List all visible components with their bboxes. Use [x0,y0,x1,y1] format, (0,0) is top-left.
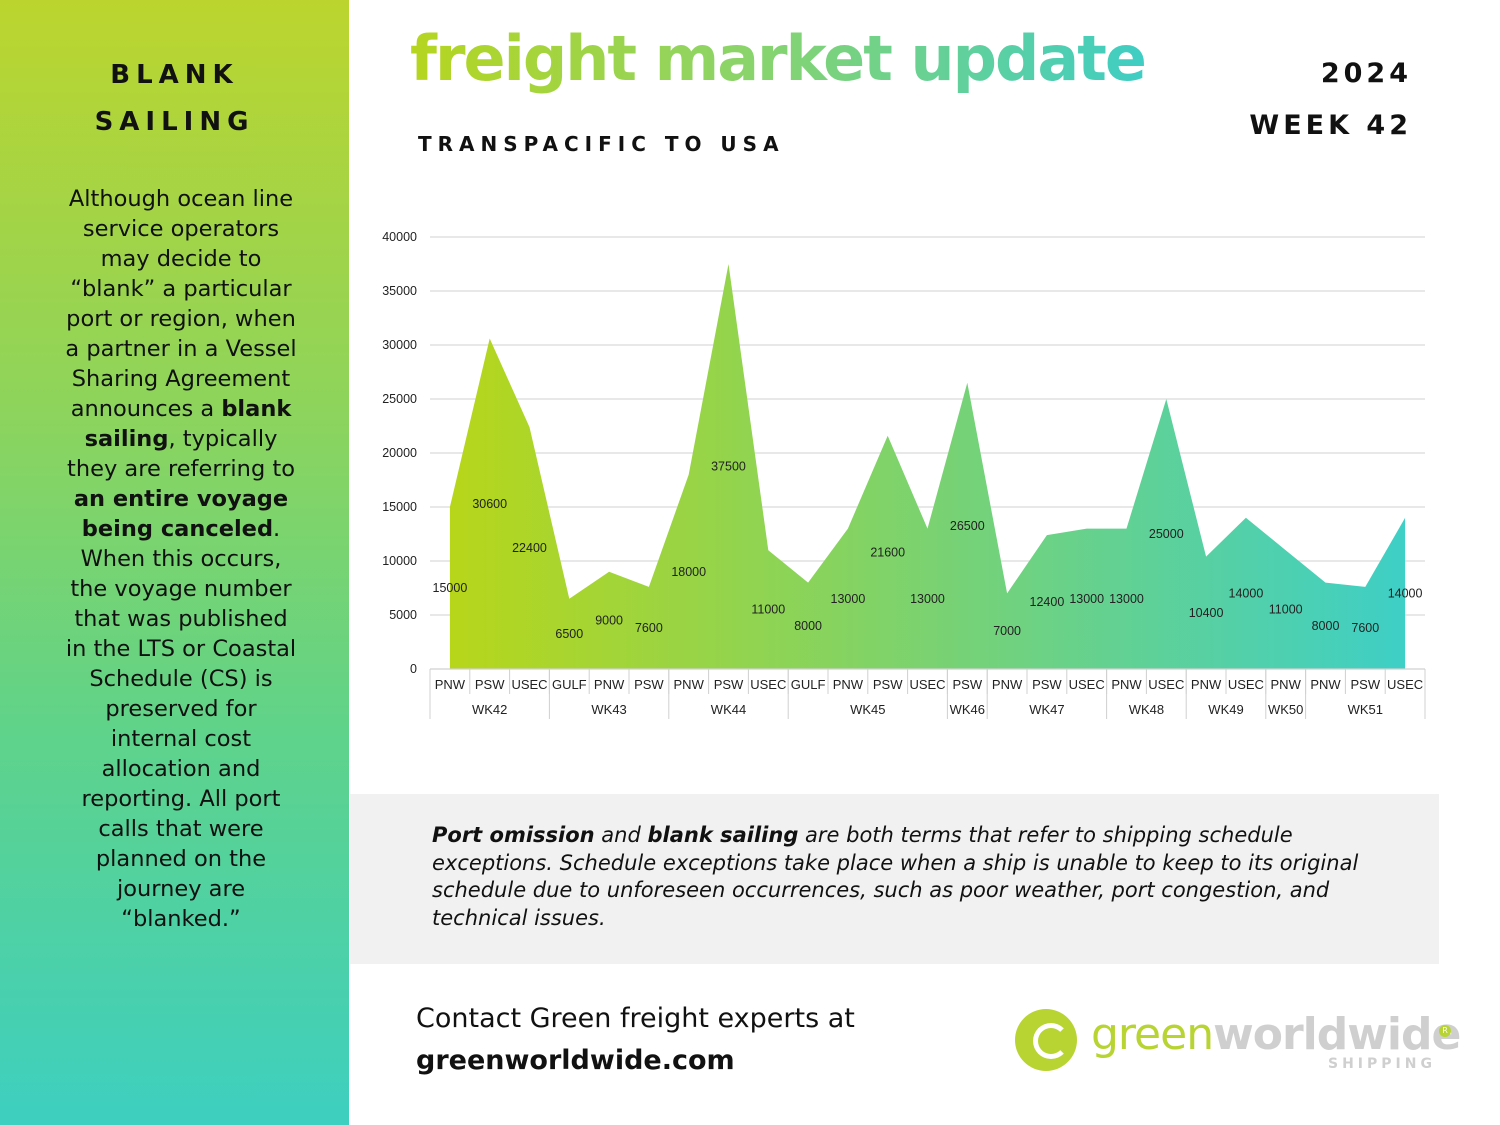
x-tick-label: PNW [674,677,705,692]
x-tick-label: USEC [1148,677,1184,692]
y-tick-label: 30000 [382,338,417,352]
x-tick-label: PSW [634,677,664,692]
group-label: WK48 [1129,702,1164,717]
sidebar-text-segment: . When this occurs, the voyage number th… [65,516,297,932]
data-label: 14000 [1229,586,1264,600]
data-label: 8000 [794,619,822,633]
x-tick-label: PSW [475,677,505,692]
y-tick-label: 0 [410,662,417,676]
x-tick-label: PSW [1350,677,1380,692]
group-label: WK47 [1029,702,1064,717]
x-tick-label: USEC [511,677,547,692]
sidebar-title: BLANK [110,60,239,90]
x-tick-label: PNW [594,677,625,692]
y-tick-label: 15000 [382,500,417,514]
x-tick-label: PSW [1032,677,1062,692]
data-label: 12400 [1030,595,1065,609]
logo-wordmark: greenworldwide [1091,1009,1461,1060]
data-label: 13000 [1109,592,1144,606]
rate-area-chart: 0 5000 10000 15000 20000 25000 30000 35000 40000… [382,230,1426,719]
data-label: 11000 [751,603,785,617]
x-tick-label: PSW [873,677,903,692]
data-label: 13000 [831,592,866,606]
sidebar-text-segment: an entire voyage being canceled [73,486,289,542]
x-tick-label: PNW [1310,677,1341,692]
x-tick-label: PNW [1191,677,1222,692]
page-title: freight market update [410,22,1147,95]
data-label: 10400 [1189,606,1224,620]
group-label: WK43 [591,702,626,717]
data-label: 30600 [472,497,507,511]
data-label: 22400 [512,541,547,555]
group-label: WK51 [1348,702,1383,717]
x-tick-label: PNW [992,677,1023,692]
data-label: 13000 [1069,592,1104,606]
contact-link[interactable]: greenworldwide.com [416,1045,735,1076]
data-label: 11000 [1269,603,1303,617]
logo-subtext: SHIPPING [1328,1056,1436,1072]
data-label: 37500 [711,460,746,474]
sidebar-text-segment: blank sailing [84,396,292,452]
info-text-segment: blank sailing [647,823,799,847]
group-label: WK50 [1268,702,1303,717]
data-label: 18000 [671,565,706,579]
info-text-segment: are both terms that refer to shipping sc… [432,823,1359,930]
logo-mark-icon [1015,1009,1077,1071]
data-label: 26500 [950,519,985,533]
contact-text: Contact Green freight experts at [416,1003,855,1034]
sidebar-title: SAILING [94,107,255,137]
x-tick-label: USEC [909,677,945,692]
sidebar-description: Although ocean line service operators ma… [62,184,300,934]
data-label: 8000 [1312,619,1340,633]
x-tick-label: USEC [1228,677,1264,692]
x-tick-label: GULF [791,677,826,692]
y-tick-label: 40000 [382,230,417,244]
data-label: 7600 [1351,621,1379,635]
x-tick-label: PNW [1271,677,1302,692]
data-label: 25000 [1149,527,1184,541]
page-subtitle: TRANSPACIFIC TO USA [418,132,785,156]
info-box: Port omission and blank sailing are both… [350,794,1439,964]
data-label: 6500 [555,627,583,641]
y-tick-label: 10000 [382,554,417,568]
registered-icon: R [1439,1025,1451,1037]
y-tick-label: 35000 [382,284,417,298]
x-tick-label: PNW [1111,677,1142,692]
data-label: 14000 [1388,586,1423,600]
y-tick-label: 25000 [382,392,417,406]
group-label: WK46 [950,702,985,717]
group-label: WK44 [711,702,746,717]
x-tick-label: PNW [833,677,864,692]
info-text: Port omission and blank sailing are both… [432,822,1372,932]
x-tick-label: GULF [552,677,587,692]
data-label: 21600 [870,545,905,559]
data-label: 7000 [993,624,1021,638]
series-area [449,264,1406,669]
sidebar: BLANK SAILING Although ocean line servic… [0,0,349,1125]
x-tick-label: USEC [750,677,786,692]
group-label: WK49 [1208,702,1243,717]
x-tick-label: PSW [952,677,982,692]
x-tick-label: PSW [714,677,744,692]
week-label: WEEK 42 [1249,110,1412,141]
group-label: WK45 [850,702,885,717]
data-label: 15000 [433,581,468,595]
y-tick-label: 20000 [382,446,417,460]
sidebar-text-segment: Although ocean line service operators ma… [65,186,297,422]
data-label: 7600 [635,621,663,635]
y-tick-label: 5000 [389,608,417,622]
data-label: 9000 [595,613,623,627]
info-text-segment: and [594,823,648,847]
data-label: 13000 [910,592,945,606]
year-label: 2024 [1320,58,1412,89]
x-tick-label: PNW [435,677,466,692]
company-logo: greenworldwide R SHIPPING [1015,1005,1461,1080]
info-text-segment: Port omission [432,823,595,847]
group-label: WK42 [472,702,507,717]
x-tick-label: USEC [1069,677,1105,692]
sidebar-text-segment: , typically they are referring to [67,426,295,482]
x-tick-label: USEC [1387,677,1423,692]
